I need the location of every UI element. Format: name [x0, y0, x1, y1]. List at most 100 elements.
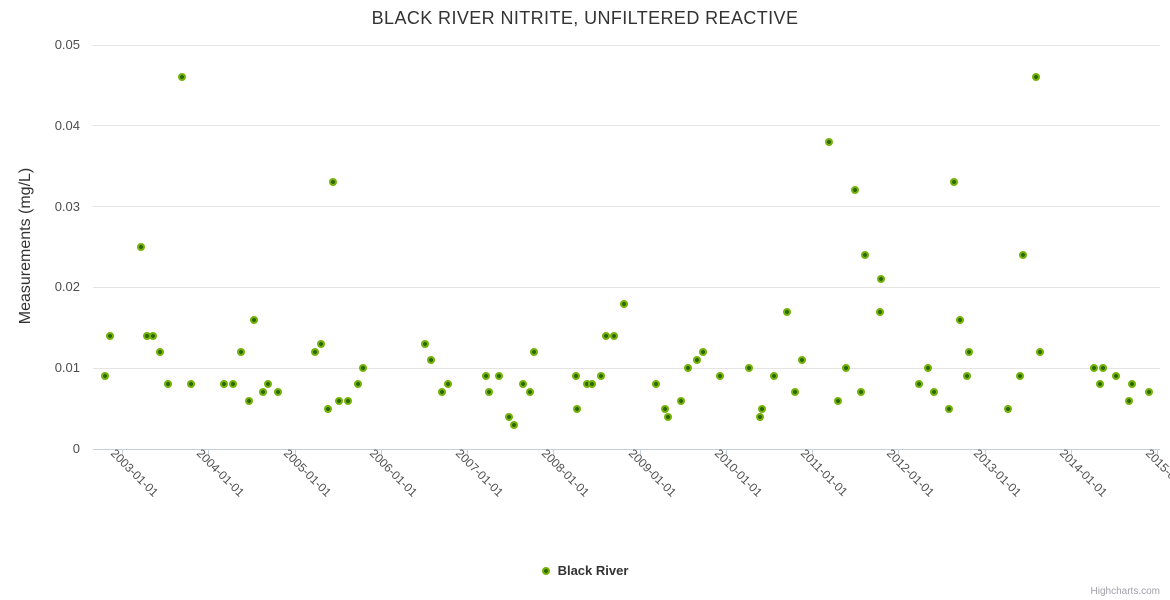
- data-point[interactable]: [484, 388, 493, 397]
- data-point[interactable]: [964, 348, 973, 357]
- y-axis-tick-label: 0.03: [54, 198, 80, 214]
- data-point[interactable]: [359, 364, 368, 373]
- data-point[interactable]: [850, 186, 859, 195]
- data-point[interactable]: [876, 275, 885, 284]
- data-point[interactable]: [100, 372, 109, 381]
- data-point[interactable]: [1095, 380, 1104, 389]
- y-gridline: [93, 44, 1160, 46]
- data-point[interactable]: [1004, 404, 1013, 413]
- data-point[interactable]: [769, 372, 778, 381]
- data-point[interactable]: [163, 380, 172, 389]
- data-point[interactable]: [343, 396, 352, 405]
- data-point[interactable]: [1098, 364, 1107, 373]
- data-point[interactable]: [329, 178, 338, 187]
- data-point[interactable]: [676, 396, 685, 405]
- data-point[interactable]: [875, 307, 884, 316]
- data-point[interactable]: [529, 348, 538, 357]
- legend-item-black-river[interactable]: Black River: [541, 563, 628, 578]
- data-point[interactable]: [663, 412, 672, 421]
- data-point[interactable]: [856, 388, 865, 397]
- data-point[interactable]: [683, 364, 692, 373]
- x-axis-tick-label-text: 2015-01-01: [1143, 446, 1170, 500]
- data-point[interactable]: [244, 396, 253, 405]
- data-point[interactable]: [824, 137, 833, 146]
- data-point[interactable]: [106, 331, 114, 340]
- data-point[interactable]: [782, 307, 791, 316]
- data-point[interactable]: [698, 348, 707, 357]
- x-axis-tick: [380, 450, 382, 456]
- data-point[interactable]: [518, 380, 527, 389]
- data-point[interactable]: [587, 380, 596, 389]
- data-point[interactable]: [715, 372, 724, 381]
- data-point[interactable]: [582, 380, 591, 389]
- data-point[interactable]: [324, 404, 333, 413]
- data-point[interactable]: [755, 412, 764, 421]
- data-point[interactable]: [1035, 348, 1044, 357]
- data-point[interactable]: [797, 356, 806, 365]
- data-point[interactable]: [1018, 251, 1027, 260]
- y-axis-title: Measurements (mg/L): [17, 167, 34, 325]
- data-point[interactable]: [249, 315, 258, 324]
- data-point[interactable]: [148, 331, 157, 340]
- data-point[interactable]: [155, 348, 164, 357]
- data-point[interactable]: [1031, 73, 1040, 82]
- data-point[interactable]: [334, 396, 343, 405]
- data-point[interactable]: [1015, 372, 1024, 381]
- data-point[interactable]: [437, 388, 446, 397]
- data-point[interactable]: [1089, 364, 1098, 373]
- data-point[interactable]: [929, 388, 938, 397]
- y-gridline: [93, 367, 1160, 369]
- data-point[interactable]: [273, 388, 282, 397]
- data-point[interactable]: [186, 380, 195, 389]
- data-point[interactable]: [1144, 388, 1153, 397]
- data-point[interactable]: [757, 404, 766, 413]
- highcharts-credits-link[interactable]: Highcharts.com: [1090, 586, 1160, 597]
- data-point[interactable]: [420, 339, 429, 348]
- data-point[interactable]: [142, 331, 151, 340]
- data-point[interactable]: [601, 331, 610, 340]
- data-point[interactable]: [944, 404, 953, 413]
- data-point[interactable]: [955, 315, 964, 324]
- data-point[interactable]: [692, 356, 701, 365]
- data-point[interactable]: [525, 388, 534, 397]
- data-point[interactable]: [923, 364, 932, 373]
- data-point[interactable]: [619, 299, 628, 308]
- data-point[interactable]: [652, 380, 661, 389]
- data-point[interactable]: [353, 380, 362, 389]
- data-point[interactable]: [504, 412, 513, 421]
- x-axis-tick-label-text: 2008-01-01: [539, 446, 593, 500]
- x-axis-tick-label-text: 2005-01-01: [280, 446, 334, 500]
- data-point[interactable]: [949, 178, 958, 187]
- data-point[interactable]: [661, 404, 669, 413]
- data-point[interactable]: [596, 372, 605, 381]
- data-point[interactable]: [744, 364, 753, 373]
- data-point[interactable]: [236, 348, 245, 357]
- data-point[interactable]: [833, 396, 842, 405]
- data-point[interactable]: [426, 356, 435, 365]
- data-point[interactable]: [1111, 372, 1120, 381]
- data-point[interactable]: [219, 380, 228, 389]
- data-point[interactable]: [914, 380, 923, 389]
- data-point[interactable]: [494, 372, 503, 381]
- data-point[interactable]: [571, 372, 580, 381]
- data-point[interactable]: [258, 388, 267, 397]
- data-point[interactable]: [177, 73, 186, 82]
- data-point[interactable]: [1127, 380, 1136, 389]
- data-point[interactable]: [317, 339, 325, 348]
- data-point[interactable]: [311, 348, 320, 357]
- y-gridline: [93, 286, 1160, 288]
- data-point[interactable]: [1124, 396, 1133, 405]
- data-point[interactable]: [263, 380, 272, 389]
- data-point[interactable]: [481, 372, 490, 381]
- data-point[interactable]: [860, 251, 869, 260]
- data-point[interactable]: [841, 364, 850, 373]
- data-point[interactable]: [572, 404, 581, 413]
- data-point[interactable]: [509, 420, 518, 429]
- data-point[interactable]: [609, 331, 618, 340]
- data-point[interactable]: [962, 372, 971, 381]
- data-point[interactable]: [443, 380, 452, 389]
- data-point[interactable]: [790, 388, 799, 397]
- data-point[interactable]: [228, 380, 237, 389]
- data-point[interactable]: [136, 243, 145, 251]
